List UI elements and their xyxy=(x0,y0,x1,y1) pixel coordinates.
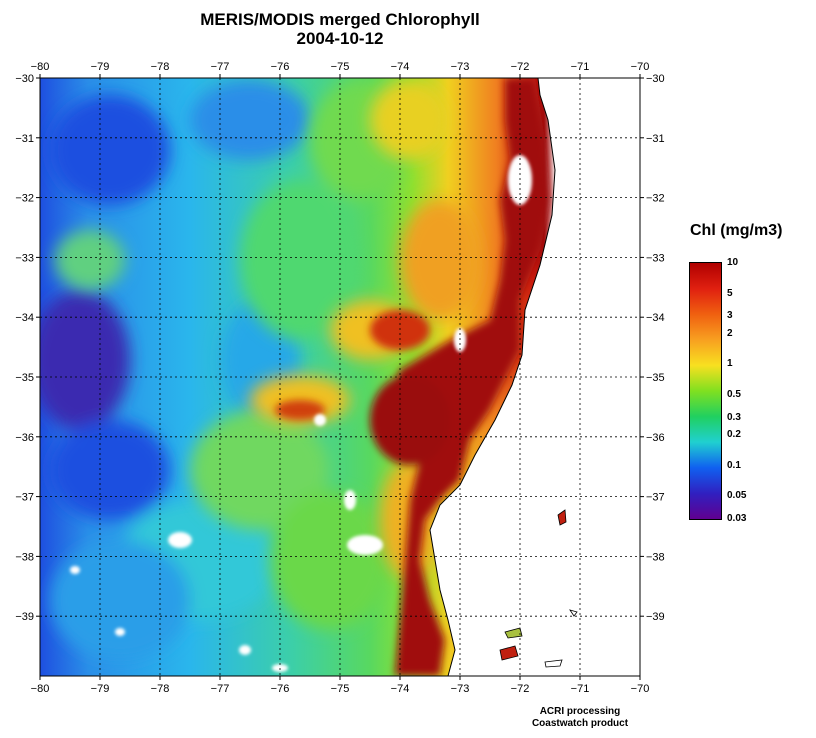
title-line-1: MERIS/MODIS merged Chlorophyll xyxy=(200,10,480,29)
y-tick-label-right: −34 xyxy=(646,312,665,324)
x-tick-label-top: −72 xyxy=(511,61,530,73)
y-tick-label-left: −39 xyxy=(15,611,34,623)
x-tick-label-top: −78 xyxy=(151,61,170,73)
x-tick-label-bottom: −73 xyxy=(451,683,470,695)
y-tick-label-left: −34 xyxy=(15,312,34,324)
x-tick-label-top: −71 xyxy=(571,61,590,73)
legend-label: 2 xyxy=(727,327,733,339)
legend-label: 0.5 xyxy=(727,389,741,401)
y-tick-label-left: −30 xyxy=(15,73,34,85)
axis-ticks: −80 −80 −79 −79 −78 −78 −77 −77 −76 −76 −75 −75 −74 −… xyxy=(15,61,664,695)
y-tick-label-left: −31 xyxy=(15,133,34,145)
credit-line-2: Coastwatch product xyxy=(531,718,629,729)
x-tick-label-top: −73 xyxy=(451,61,470,73)
legend-label: 0.05 xyxy=(727,490,747,502)
y-tick-label-left: −32 xyxy=(15,193,34,205)
x-tick-label-bottom: −74 xyxy=(391,683,410,695)
legend-label: 5 xyxy=(727,287,733,299)
x-tick-label-top: −74 xyxy=(391,61,410,73)
x-tick-label-bottom: −77 xyxy=(211,683,230,695)
y-tick-label-left: −36 xyxy=(15,432,34,444)
y-tick-label-right: −30 xyxy=(646,73,665,85)
y-tick-label-right: −37 xyxy=(646,492,665,504)
x-tick-label-top: −76 xyxy=(271,61,290,73)
x-tick-label-top: −79 xyxy=(91,61,110,73)
x-tick-label-bottom: −72 xyxy=(511,683,530,695)
y-tick-label-right: −39 xyxy=(646,611,665,623)
x-tick-label-top: −77 xyxy=(211,61,230,73)
legend-label: 3 xyxy=(727,310,733,322)
y-tick-label-left: −33 xyxy=(15,252,34,264)
legend-title: Chl (mg/m3) xyxy=(690,222,783,239)
x-tick-label-bottom: −76 xyxy=(271,683,290,695)
grid-lines xyxy=(40,78,640,676)
x-tick-label-bottom: −71 xyxy=(571,683,590,695)
y-tick-label-right: −33 xyxy=(646,252,665,264)
y-tick-label-right: −32 xyxy=(646,193,665,205)
legend-label: 0.2 xyxy=(727,429,741,441)
y-tick-label-left: −35 xyxy=(15,372,34,384)
y-tick-label-right: −35 xyxy=(646,372,665,384)
x-tick-label-top: −75 xyxy=(331,61,350,73)
x-tick-label-top: −80 xyxy=(31,61,50,73)
legend-label: 0.3 xyxy=(727,411,741,423)
chart-title: MERIS/MODIS merged Chlorophyll 2004-10-1… xyxy=(40,10,640,48)
credit-line-1: ACRI processing xyxy=(539,706,621,717)
x-tick-label-bottom: −78 xyxy=(151,683,170,695)
title-line-2: 2004-10-12 xyxy=(296,29,384,48)
y-tick-label-right: −31 xyxy=(646,133,665,145)
x-tick-label-bottom: −80 xyxy=(31,683,50,695)
x-tick-label-bottom: −75 xyxy=(331,683,350,695)
y-tick-label-left: −37 xyxy=(15,492,34,504)
y-tick-label-left: −38 xyxy=(15,551,34,563)
x-tick-label-bottom: −70 xyxy=(631,683,650,695)
y-tick-label-right: −38 xyxy=(646,551,665,563)
legend-colorbar xyxy=(689,262,722,520)
y-tick-label-right: −36 xyxy=(646,432,665,444)
legend-label: 0.1 xyxy=(727,459,741,471)
x-tick-label-top: −70 xyxy=(631,61,650,73)
legend-label: 0.03 xyxy=(727,513,747,524)
legend-label: 10 xyxy=(727,257,739,268)
x-tick-label-bottom: −79 xyxy=(91,683,110,695)
credit-text: ACRI processing Coastwatch product xyxy=(520,706,640,730)
legend-label: 1 xyxy=(727,358,733,370)
